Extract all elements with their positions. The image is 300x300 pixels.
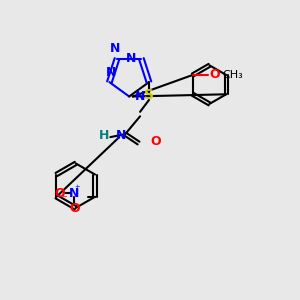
Text: N: N: [110, 42, 121, 55]
Text: $^{-}$: $^{-}$: [61, 194, 68, 204]
Text: H: H: [98, 129, 109, 142]
Text: N: N: [134, 90, 145, 103]
Text: N: N: [126, 52, 136, 65]
Text: N: N: [116, 129, 127, 142]
Text: CH₃: CH₃: [222, 70, 243, 80]
Text: O: O: [209, 68, 220, 82]
Text: N: N: [69, 187, 80, 200]
Text: N: N: [106, 66, 116, 79]
Text: O: O: [69, 202, 80, 214]
Text: O: O: [151, 135, 161, 148]
Text: O: O: [54, 187, 64, 200]
Text: $^{+}$: $^{+}$: [74, 184, 81, 194]
Text: S: S: [144, 88, 154, 103]
